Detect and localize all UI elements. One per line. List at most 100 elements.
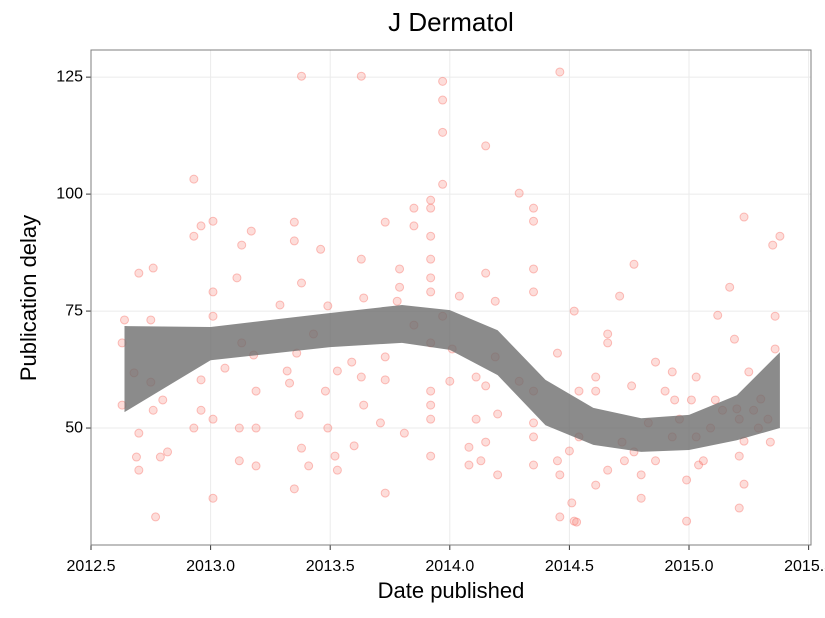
point (208, 216, 218, 226)
point (682, 475, 692, 485)
x-tick-label: 2012.5 (67, 558, 116, 575)
point (744, 367, 754, 377)
point (380, 217, 390, 227)
point (296, 71, 306, 81)
point (251, 386, 261, 396)
point (356, 372, 366, 382)
point (572, 517, 582, 527)
point (529, 460, 539, 470)
point (426, 386, 436, 396)
point (375, 418, 385, 428)
point (734, 451, 744, 461)
point (438, 95, 448, 105)
x-tick-label: 2015.0 (665, 558, 714, 575)
point (296, 443, 306, 453)
point (359, 293, 369, 303)
point (296, 278, 306, 288)
x-tick-label: 2014.0 (425, 558, 474, 575)
point (619, 456, 629, 466)
point (208, 414, 218, 424)
point (552, 348, 562, 358)
point (426, 273, 436, 283)
point (320, 386, 330, 396)
point (768, 240, 778, 250)
point (251, 461, 261, 471)
point (775, 231, 785, 241)
point (651, 456, 661, 466)
point (529, 264, 539, 274)
point (356, 71, 366, 81)
point (251, 423, 261, 433)
y-tick-label: 125 (56, 68, 83, 85)
point (569, 306, 579, 316)
point (208, 311, 218, 321)
point (591, 372, 601, 382)
point (529, 203, 539, 213)
point (686, 395, 696, 405)
point (189, 174, 199, 184)
point (347, 357, 357, 367)
point (189, 231, 199, 241)
point (636, 493, 646, 503)
point (134, 465, 144, 475)
point (399, 428, 409, 438)
point (739, 479, 749, 489)
point (670, 395, 680, 405)
point (438, 76, 448, 86)
point (158, 395, 168, 405)
point (569, 516, 579, 526)
point (246, 226, 256, 236)
point (603, 329, 613, 339)
point (660, 386, 670, 396)
y-tick-label: 50 (65, 419, 83, 436)
point (380, 488, 390, 498)
point (552, 456, 562, 466)
point (134, 268, 144, 278)
point (464, 460, 474, 470)
point (196, 405, 206, 415)
point (426, 451, 436, 461)
chart-title: J Dermatol (388, 7, 514, 37)
point (438, 127, 448, 137)
point (574, 386, 584, 396)
point (289, 217, 299, 227)
point (627, 381, 637, 391)
point (134, 428, 144, 438)
point (493, 409, 503, 419)
point (603, 338, 613, 348)
x-tick-label: 2013.5 (306, 558, 355, 575)
point (426, 231, 436, 241)
point (426, 287, 436, 297)
point (567, 498, 577, 508)
point (481, 268, 491, 278)
point (729, 334, 739, 344)
point (356, 254, 366, 264)
y-tick-label: 75 (65, 302, 83, 319)
point (529, 432, 539, 442)
point (208, 493, 218, 503)
point (349, 441, 359, 451)
x-tick-label: 2014.5 (545, 558, 594, 575)
point (426, 195, 436, 205)
point (555, 512, 565, 522)
point (323, 423, 333, 433)
x-axis-title: Date published (378, 578, 525, 603)
point (189, 423, 199, 433)
point (294, 410, 304, 420)
point (289, 236, 299, 246)
point (481, 141, 491, 151)
plot-border (90, 49, 812, 546)
point (493, 470, 503, 480)
x-tick-label: 2013.0 (186, 558, 235, 575)
point (285, 378, 295, 388)
point (395, 282, 405, 292)
point (232, 273, 242, 283)
point (323, 301, 333, 311)
point (636, 470, 646, 480)
point (426, 203, 436, 213)
point (196, 375, 206, 385)
point (119, 315, 129, 325)
point (395, 264, 405, 274)
point (332, 366, 342, 376)
point (282, 366, 292, 376)
